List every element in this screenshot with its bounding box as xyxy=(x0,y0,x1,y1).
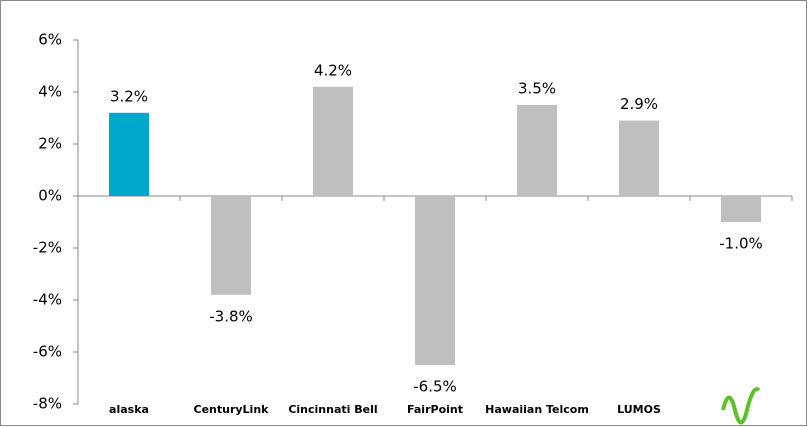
bar xyxy=(109,112,149,196)
y-tick-label: -2% xyxy=(33,239,62,257)
value-label: 2.9% xyxy=(620,95,658,113)
value-label: -1.0% xyxy=(719,235,763,253)
x-tick-label: alaska xyxy=(109,403,149,416)
x-tick-label: CenturyLink xyxy=(194,403,270,416)
y-tick-label: 4% xyxy=(38,83,62,101)
x-tick-label: FairPoint xyxy=(407,403,463,416)
y-tick-label: -6% xyxy=(33,343,62,361)
y-tick-label: -8% xyxy=(33,395,62,413)
value-label: 3.2% xyxy=(110,87,148,105)
x-tick-label: Cincinnati Bell xyxy=(288,403,377,416)
x-tick-label: LUMOS xyxy=(617,403,661,416)
bar xyxy=(415,196,455,365)
y-tick-label: 2% xyxy=(38,135,62,153)
bar xyxy=(721,196,761,222)
y-tick-label: -4% xyxy=(33,291,62,309)
bar xyxy=(517,105,557,196)
category-logo xyxy=(721,387,761,425)
y-tick-label: 6% xyxy=(38,31,62,49)
bar xyxy=(313,86,353,196)
value-label: 4.2% xyxy=(314,61,352,79)
bar xyxy=(619,120,659,196)
value-label: -3.8% xyxy=(209,307,253,325)
y-tick-label: 0% xyxy=(38,187,62,205)
value-label: 3.5% xyxy=(518,80,556,98)
x-tick-label: Hawaiian Telcom xyxy=(485,403,589,416)
value-label: -6.5% xyxy=(413,378,457,396)
bar xyxy=(211,196,251,295)
